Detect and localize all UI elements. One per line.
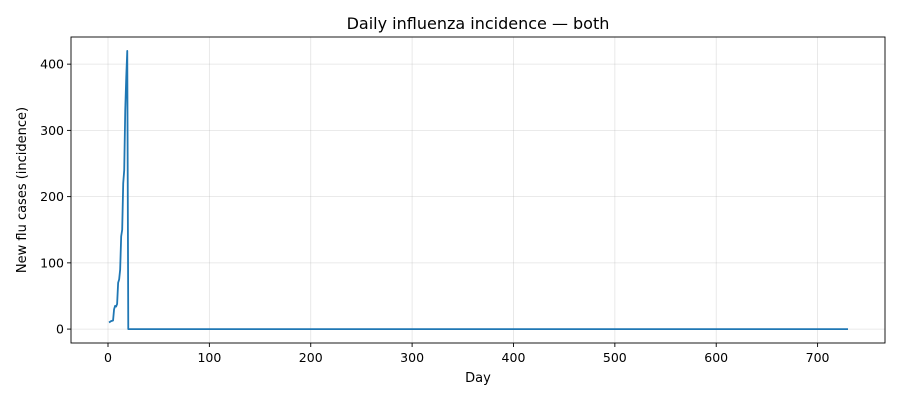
series-lines [108, 50, 848, 330]
y-axis-label: New flu cases (incidence) [15, 107, 30, 273]
grid-lines [71, 37, 885, 343]
x-tick-label: 600 [704, 350, 728, 365]
x-tick-label: 100 [197, 350, 221, 365]
plot-frame [70, 36, 886, 344]
x-tick-label: 300 [400, 350, 424, 365]
chart-title: Daily influenza incidence — both [347, 14, 610, 33]
y-tick-label: 400 [40, 57, 64, 72]
x-tick-label: 500 [603, 350, 627, 365]
axis-ticks: 0 100 200 300 400 500 600 700 0 100 200 300 400 [40, 57, 829, 365]
y-tick-label: 0 [56, 322, 64, 337]
y-tick-label: 100 [40, 255, 64, 270]
series-line [108, 50, 848, 330]
x-tick-label: 200 [299, 350, 323, 365]
x-axis-label: Day [465, 371, 491, 386]
y-tick-label: 300 [40, 123, 64, 138]
x-tick-label: 400 [502, 350, 526, 365]
y-tick-label: 200 [40, 189, 64, 204]
x-tick-label: 0 [104, 350, 112, 365]
x-tick-label: 700 [806, 350, 830, 365]
